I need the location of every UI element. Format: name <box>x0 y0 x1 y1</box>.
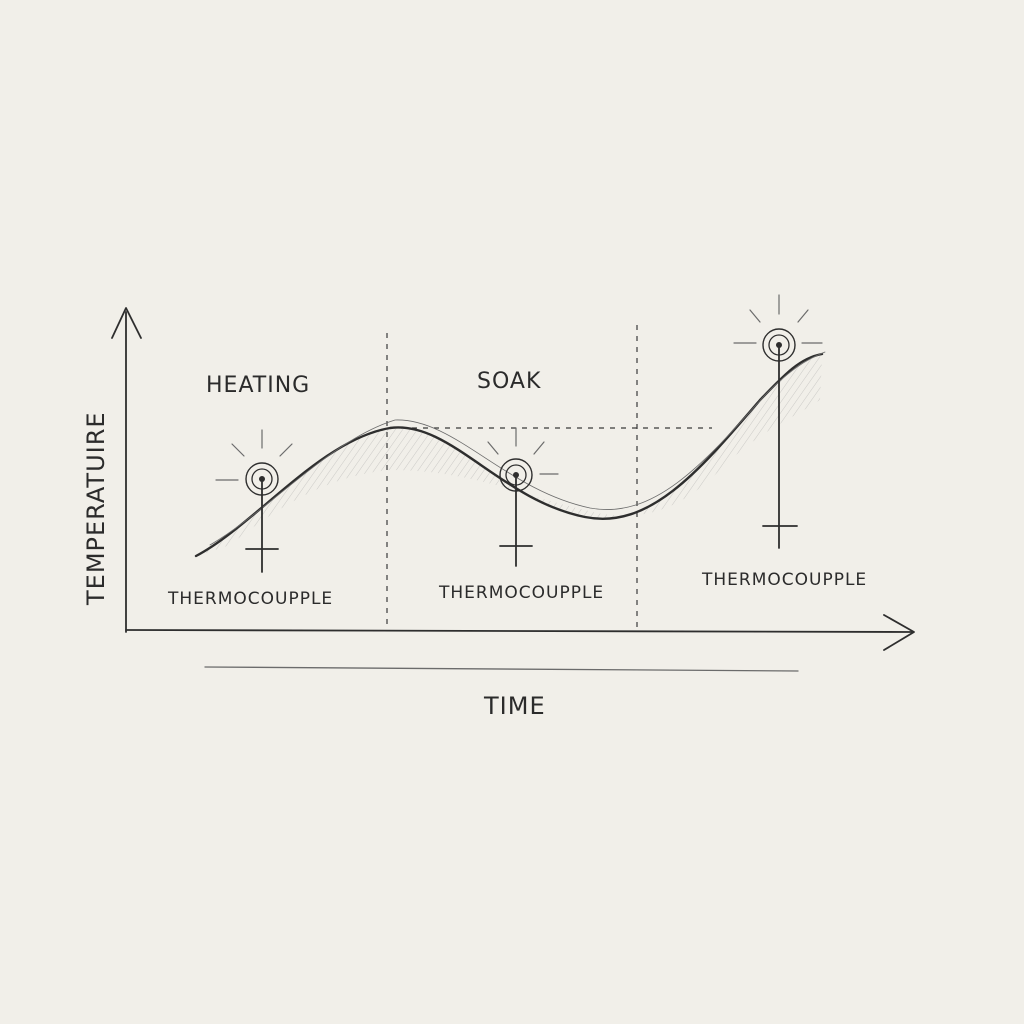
thermocouple-label-2: THERMOCOUPPLE <box>438 583 604 603</box>
thermocouple-sensor-icon <box>487 427 559 567</box>
thermocouple-sensor-icon <box>733 294 823 549</box>
phase-label-heating: HEATING <box>206 373 310 398</box>
y-axis <box>111 307 142 633</box>
time-underline <box>204 666 799 672</box>
thermocouple-label-3: THERMOCOUPPLE <box>701 570 867 590</box>
thermocouple-sensor-icon <box>215 429 293 573</box>
temperature-curve-sketch <box>209 351 826 546</box>
thermocouple-label-1: THERMOCOUPPLE <box>167 589 333 609</box>
y-axis-label: TEMPERATUIRE <box>82 411 110 606</box>
curve-shading <box>200 356 822 555</box>
phase-label-soak: SOAK <box>477 369 541 394</box>
x-axis-label: TIME <box>483 692 546 720</box>
x-axis <box>125 614 915 651</box>
